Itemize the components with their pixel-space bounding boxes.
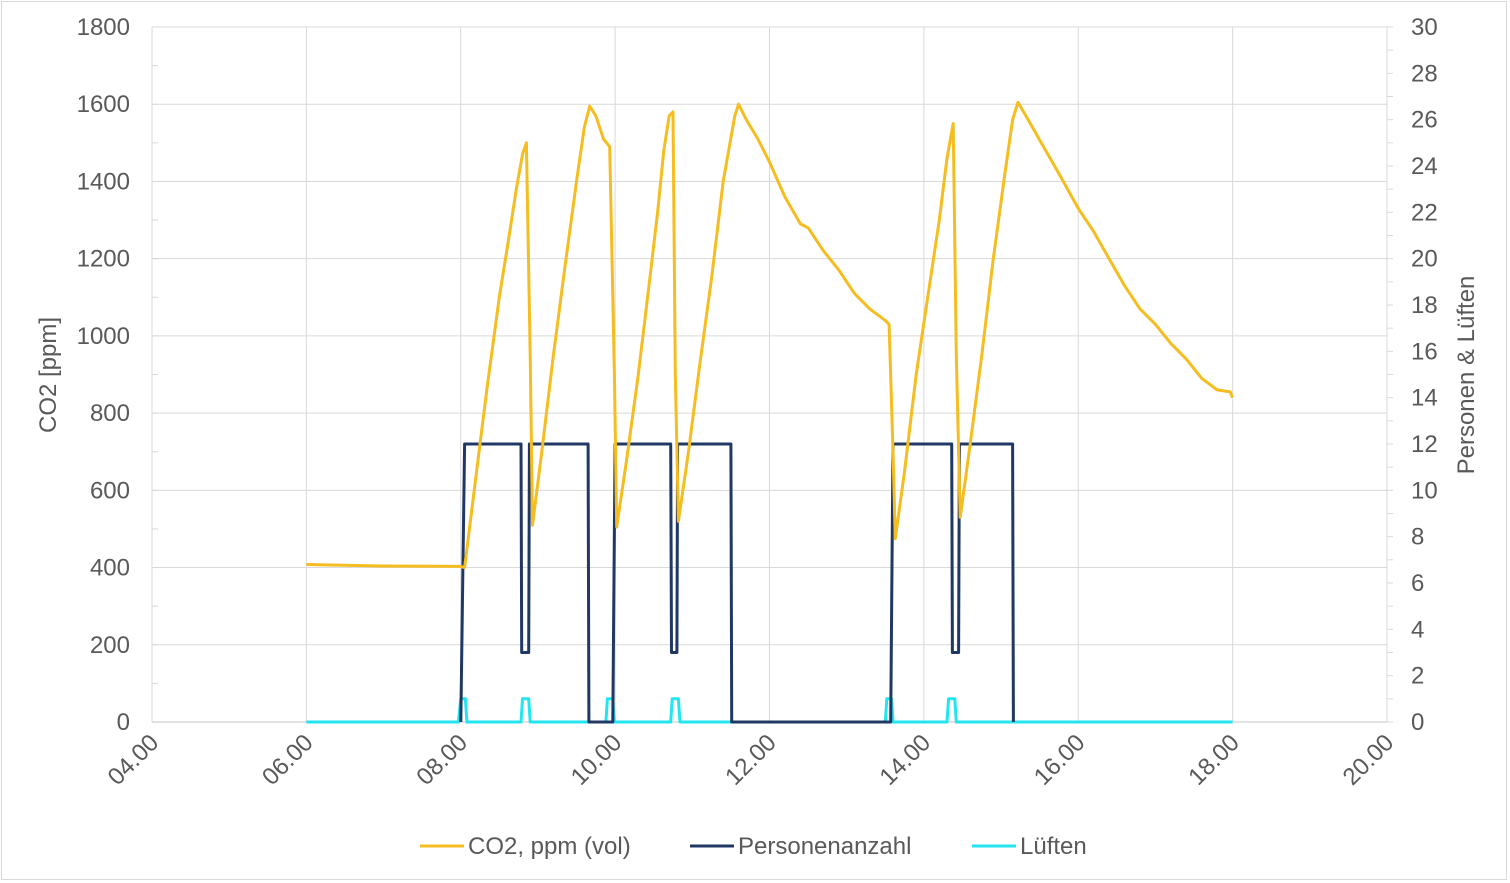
y2-tick-label: 8 xyxy=(1411,524,1424,551)
y-tick-label: 400 xyxy=(90,555,130,582)
axes xyxy=(151,26,1393,723)
y-tick-label: 800 xyxy=(90,400,130,427)
y2-tick-label: 24 xyxy=(1411,153,1438,180)
y2-tick-label: 26 xyxy=(1411,107,1438,134)
legend-label: CO2, ppm (vol) xyxy=(468,833,631,860)
y-tick-label: 1000 xyxy=(77,323,130,350)
y2-tick-label: 28 xyxy=(1411,60,1438,87)
y2-axis-title: Personen & Lüften xyxy=(1453,276,1480,475)
y-tick-labels: 0 200 400 600 800 1000 1200 1400 1600 1800 xyxy=(77,14,130,736)
y2-tick-label: 22 xyxy=(1411,199,1438,226)
y2-tick-label: 4 xyxy=(1411,616,1424,643)
series-line-0 xyxy=(306,100,1234,570)
x-tick-label: 20.00 xyxy=(1338,729,1400,791)
y2-tick-label: 16 xyxy=(1411,338,1438,365)
grid xyxy=(152,26,1388,722)
x-tick-label: 04.00 xyxy=(103,729,165,791)
x-tick-label: 08.00 xyxy=(411,729,473,791)
y2-tick-label: 12 xyxy=(1411,431,1438,458)
x-tick-label: 10.00 xyxy=(566,729,628,791)
y-tick-label: 1600 xyxy=(77,91,130,118)
y-tick-label: 1800 xyxy=(77,14,130,41)
series-line-1 xyxy=(459,442,1015,724)
x-tick-labels: 04.00 06.00 08.00 10.00 12.00 14.00 16.00 18.00… xyxy=(103,729,1400,791)
series-line-2 xyxy=(306,697,1233,724)
y2-tick-label: 18 xyxy=(1411,292,1438,319)
y2-tick-label: 6 xyxy=(1411,570,1424,597)
y2-tick-label: 20 xyxy=(1411,246,1438,273)
y-tick-label: 0 xyxy=(117,709,130,736)
y2-tick-label: 14 xyxy=(1411,385,1438,412)
y-tick-label: 1400 xyxy=(77,168,130,195)
legend-label: Personenanzahl xyxy=(738,833,911,860)
y2-tick-label: 10 xyxy=(1411,477,1438,504)
y-tick-label: 600 xyxy=(90,477,130,504)
x-tick-label: 16.00 xyxy=(1029,729,1091,791)
y-tick-label: 200 xyxy=(90,632,130,659)
y-tick-label: 1200 xyxy=(77,246,130,273)
x-tick-label: 18.00 xyxy=(1183,729,1245,791)
y2-tick-label: 0 xyxy=(1411,709,1424,736)
y2-tick-label: 2 xyxy=(1411,663,1424,690)
legend: CO2, ppm (vol) Personenanzahl Lüften xyxy=(420,833,1087,860)
x-tick-label: 12.00 xyxy=(720,729,782,791)
y-axis-title: CO2 [ppm] xyxy=(35,317,62,433)
series-layer xyxy=(306,100,1234,724)
legend-label: Lüften xyxy=(1020,833,1087,860)
x-tick-label: 06.00 xyxy=(257,729,319,791)
y2-tick-label: 30 xyxy=(1411,14,1438,41)
x-tick-label: 14.00 xyxy=(875,729,937,791)
